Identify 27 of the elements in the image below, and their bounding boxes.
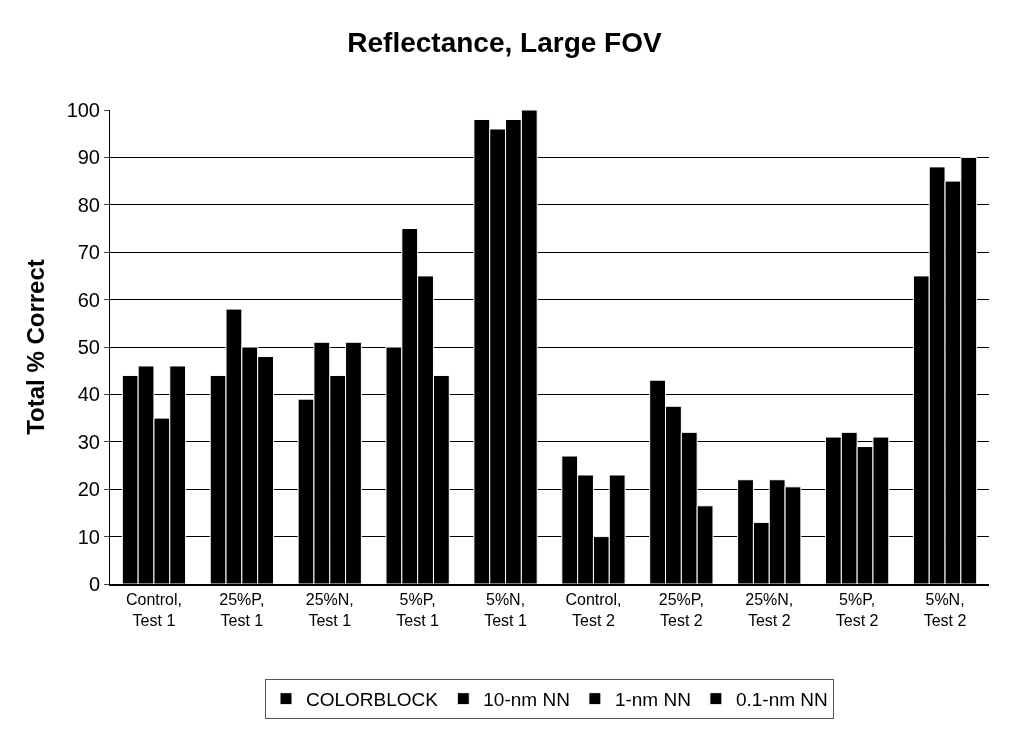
- y-tick-label: 30: [77, 430, 100, 453]
- y-tick-label: 40: [77, 383, 100, 406]
- x-tick-label: 25%N, Test 2: [745, 591, 794, 629]
- legend-label: COLORBLOCK: [306, 689, 439, 711]
- y-axis-title: Total % Correct: [21, 259, 49, 435]
- y-tick-label: 100: [66, 99, 100, 121]
- y-tick-label: 80: [77, 193, 100, 216]
- legend-label: 0.1-nm NN: [735, 689, 828, 711]
- y-tick-label: 90: [77, 146, 100, 169]
- x-tick-label: 5%N, Test 2: [923, 591, 967, 629]
- x-tick-label: 5%P, Test 2: [835, 591, 879, 629]
- y-tick-label: 50: [77, 336, 100, 358]
- x-tick-label: Control, Test 1: [125, 591, 182, 629]
- x-tick-label: 25%P, Test 1: [219, 591, 265, 629]
- x-tick-label: Control, Test 2: [565, 591, 622, 629]
- y-tick-label: 0: [88, 573, 100, 595]
- x-tick-label: 25%P, Test 2: [658, 591, 704, 629]
- legend-label: 1-nm NN: [614, 689, 691, 711]
- x-tick-label: 5%P, Test 1: [396, 591, 440, 629]
- legend-label: 10-nm NN: [483, 689, 570, 711]
- y-tick-label: 10: [77, 525, 100, 548]
- y-tick-label: 60: [77, 288, 100, 311]
- y-tick-label: 20: [77, 478, 100, 501]
- x-tick-label: 25%N, Test 1: [305, 591, 354, 629]
- y-tick-label: 70: [77, 241, 100, 264]
- chart-title: Reflectance, Large FOV: [347, 27, 662, 59]
- x-tick-label: 5%N, Test 1: [484, 591, 527, 629]
